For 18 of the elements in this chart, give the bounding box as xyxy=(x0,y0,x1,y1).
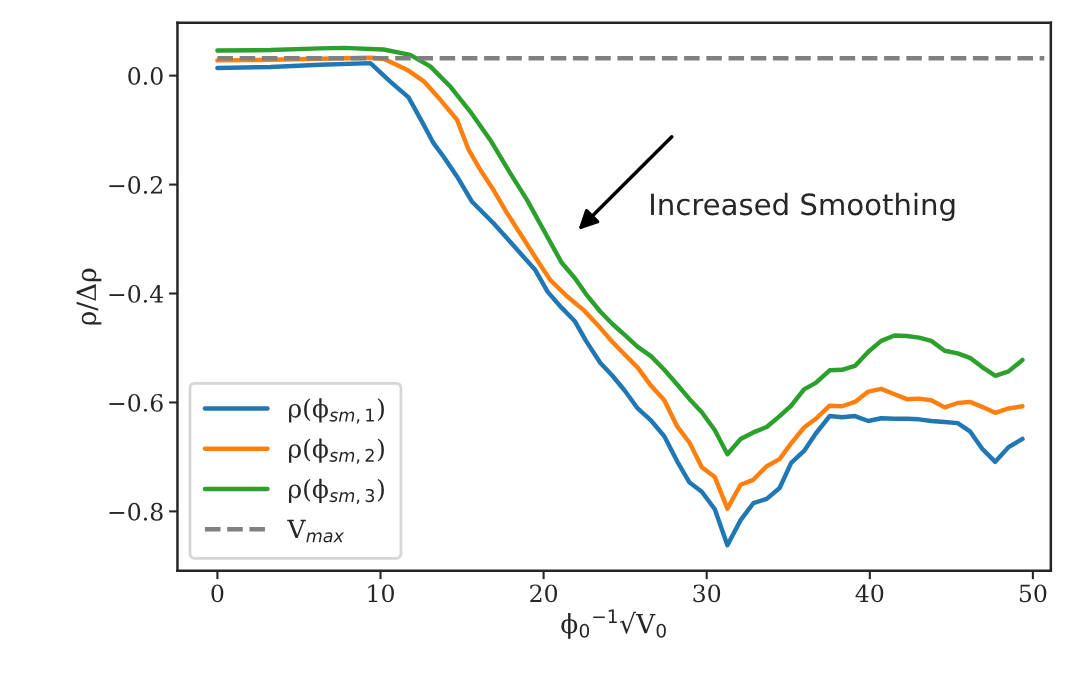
x-tick-label: 40 xyxy=(855,584,884,603)
y-tick-label: −0.4 xyxy=(109,284,164,303)
y-axis-title: ρ/Δρ xyxy=(76,268,102,325)
x-tick-label: 20 xyxy=(530,584,558,603)
legend-label: V$_{max}$ xyxy=(287,519,345,543)
legend-label: ρ(ϕ$_{sm,3}$) xyxy=(289,478,384,504)
annotation: Increased Smoothing xyxy=(651,192,955,222)
y-tick-label: −0.2 xyxy=(109,176,162,194)
x-tick-label: 30 xyxy=(693,584,721,603)
x-axis-title: ϕ$_{0}$$^{−1}$√V$_{0}$ xyxy=(561,609,666,639)
y-tick-label: −0.8 xyxy=(109,502,163,521)
x-tick-label: 50 xyxy=(1019,584,1047,603)
legend-label: ρ(ϕ$_{sm,1}$) xyxy=(289,398,384,424)
legend-label: ρ(ϕ$_{sm,2}$) xyxy=(289,438,384,464)
x-tick-label: 0 xyxy=(211,584,224,603)
y-tick-label: −0.6 xyxy=(109,393,163,412)
y-tick-label: 0.0 xyxy=(128,67,163,85)
x-tick-label: 10 xyxy=(368,584,394,603)
